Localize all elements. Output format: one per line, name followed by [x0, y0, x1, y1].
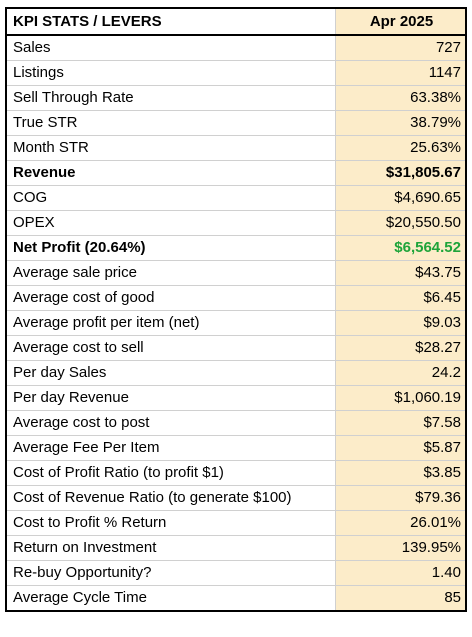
row-label-cell[interactable]: Month STR — [6, 135, 336, 161]
row-label-cell[interactable]: Sell Through Rate — [6, 85, 336, 111]
table-row-per-day-sales: Per day Sales 24.2 — [6, 360, 466, 386]
header-period-cell[interactable]: Apr 2025 — [335, 7, 466, 36]
row-value-cell[interactable]: $6.45 — [335, 285, 466, 311]
row-value-cell[interactable]: 139.95% — [335, 535, 466, 561]
row-value-cell[interactable]: $3.85 — [335, 460, 466, 486]
table-row-average-cycle-time: Average Cycle Time 85 — [6, 585, 466, 612]
table-row-net-profit: Net Profit (20.64%) $6,564.52 — [6, 235, 466, 261]
row-label-cell[interactable]: Cost to Profit % Return — [6, 510, 336, 536]
row-label-cell[interactable]: OPEX — [6, 210, 336, 236]
row-value-cell[interactable]: $20,550.50 — [335, 210, 466, 236]
row-label-cell[interactable]: Per day Sales — [6, 360, 336, 386]
row-value-cell[interactable]: $79.36 — [335, 485, 466, 511]
row-value-cell[interactable]: $5.87 — [335, 435, 466, 461]
row-label-cell[interactable]: True STR — [6, 110, 336, 136]
row-value-cell[interactable]: $31,805.67 — [335, 160, 466, 186]
kpi-table: KPI STATS / LEVERS Apr 2025 Sales 727 Li… — [5, 7, 467, 612]
table-row-opex: OPEX $20,550.50 — [6, 210, 466, 236]
row-value-cell[interactable]: $7.58 — [335, 410, 466, 436]
row-value-cell[interactable]: $4,690.65 — [335, 185, 466, 211]
table-row-month-str: Month STR 25.63% — [6, 135, 466, 161]
row-value-cell[interactable]: $1,060.19 — [335, 385, 466, 411]
table-row-rebuy-opportunity: Re-buy Opportunity? 1.40 — [6, 560, 466, 586]
row-value-cell[interactable]: $6,564.52 — [335, 235, 466, 261]
row-value-cell[interactable]: 1.40 — [335, 560, 466, 586]
table-row-return-on-investment: Return on Investment 139.95% — [6, 535, 466, 561]
row-label-cell[interactable]: Return on Investment — [6, 535, 336, 561]
row-value-cell[interactable]: $28.27 — [335, 335, 466, 361]
row-value-cell[interactable]: 85 — [335, 585, 466, 612]
row-label-cell[interactable]: Net Profit (20.64%) — [6, 235, 336, 261]
row-value-cell[interactable]: 24.2 — [335, 360, 466, 386]
row-label-cell[interactable]: Average Fee Per Item — [6, 435, 336, 461]
header-label-cell[interactable]: KPI STATS / LEVERS — [6, 7, 336, 36]
row-label-cell[interactable]: Average profit per item (net) — [6, 310, 336, 336]
row-value-cell[interactable]: 63.38% — [335, 85, 466, 111]
row-label-cell[interactable]: Average sale price — [6, 260, 336, 286]
table-row-cog: COG $4,690.65 — [6, 185, 466, 211]
row-label-cell[interactable]: Re-buy Opportunity? — [6, 560, 336, 586]
table-row-cost-to-profit-return: Cost to Profit % Return 26.01% — [6, 510, 466, 536]
row-label-cell[interactable]: Average cost to sell — [6, 335, 336, 361]
table-header-row: KPI STATS / LEVERS Apr 2025 — [6, 7, 466, 36]
row-label-cell[interactable]: Per day Revenue — [6, 385, 336, 411]
table-row-sell-through-rate: Sell Through Rate 63.38% — [6, 85, 466, 111]
row-value-cell[interactable]: $43.75 — [335, 260, 466, 286]
table-row-sales: Sales 727 — [6, 34, 466, 61]
row-label-cell[interactable]: Average cost to post — [6, 410, 336, 436]
table-row-average-profit-per-item: Average profit per item (net) $9.03 — [6, 310, 466, 336]
table-row-listings: Listings 1147 — [6, 60, 466, 86]
row-value-cell[interactable]: 38.79% — [335, 110, 466, 136]
row-label-cell[interactable]: COG — [6, 185, 336, 211]
row-label-cell[interactable]: Revenue — [6, 160, 336, 186]
table-row-per-day-revenue: Per day Revenue $1,060.19 — [6, 385, 466, 411]
row-value-cell[interactable]: 727 — [335, 34, 466, 61]
row-label-cell[interactable]: Cost of Revenue Ratio (to generate $100) — [6, 485, 336, 511]
table-row-cost-of-profit-ratio: Cost of Profit Ratio (to profit $1) $3.8… — [6, 460, 466, 486]
table-row-average-sale-price: Average sale price $43.75 — [6, 260, 466, 286]
row-value-cell[interactable]: 25.63% — [335, 135, 466, 161]
row-value-cell[interactable]: 1147 — [335, 60, 466, 86]
table-row-average-cost-to-sell: Average cost to sell $28.27 — [6, 335, 466, 361]
row-label-cell[interactable]: Average cost of good — [6, 285, 336, 311]
table-row-average-cost-to-post: Average cost to post $7.58 — [6, 410, 466, 436]
row-label-cell[interactable]: Cost of Profit Ratio (to profit $1) — [6, 460, 336, 486]
table-row-true-str: True STR 38.79% — [6, 110, 466, 136]
row-value-cell[interactable]: 26.01% — [335, 510, 466, 536]
row-label-cell[interactable]: Listings — [6, 60, 336, 86]
row-label-cell[interactable]: Sales — [6, 34, 336, 61]
row-value-cell[interactable]: $9.03 — [335, 310, 466, 336]
table-row-average-fee-per-item: Average Fee Per Item $5.87 — [6, 435, 466, 461]
row-label-cell[interactable]: Average Cycle Time — [6, 585, 336, 612]
table-row-average-cost-of-good: Average cost of good $6.45 — [6, 285, 466, 311]
table-row-revenue: Revenue $31,805.67 — [6, 160, 466, 186]
table-row-cost-of-revenue-ratio: Cost of Revenue Ratio (to generate $100)… — [6, 485, 466, 511]
